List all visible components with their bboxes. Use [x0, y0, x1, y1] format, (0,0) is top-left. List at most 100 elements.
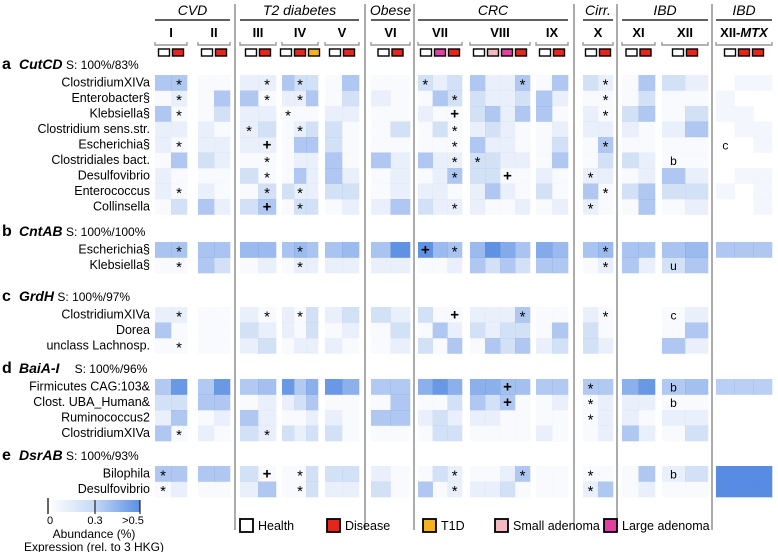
heat-cell: [171, 379, 188, 395]
heat-cell: [598, 481, 614, 498]
heat-cell: [171, 168, 188, 184]
heat-cell: [171, 257, 188, 274]
heat-cell: [240, 75, 259, 91]
gene-name: GrdH: [19, 288, 55, 304]
heat-cell: [638, 75, 656, 91]
heat-cell: [470, 242, 486, 258]
heat-cell: [536, 394, 553, 411]
significance-star: *: [603, 77, 609, 94]
panel-letter: e: [2, 447, 11, 464]
heat-cell: [390, 90, 411, 107]
heat-cell: [155, 425, 172, 442]
heat-cell: [155, 394, 172, 411]
heat-cell: [552, 106, 569, 122]
condition-square-disease: [751, 48, 765, 57]
heat-cell: [734, 106, 754, 122]
heat-cell: [638, 466, 656, 482]
heat-cell: [662, 379, 686, 395]
heat-cell: [447, 152, 463, 169]
heat-cell: [500, 481, 516, 498]
heat-cell: [418, 466, 433, 482]
heat-cell: [447, 168, 463, 184]
heat-cell: [638, 90, 656, 107]
heat-cell: [685, 106, 709, 122]
panel-letter: c: [2, 288, 11, 305]
heat-cell: [716, 466, 735, 482]
study-bracket: [370, 42, 411, 46]
significance-star: *: [452, 468, 458, 485]
significance-star: *: [588, 468, 594, 485]
significance-plus: +: [503, 168, 512, 185]
heat-cell: [583, 379, 599, 395]
heat-cell: [342, 466, 360, 482]
heat-cell: [536, 338, 553, 354]
heat-cell: [282, 379, 295, 395]
heat-cell: [583, 199, 599, 215]
condition-square-large_adenoma: [500, 48, 514, 57]
heat-cell: [198, 394, 215, 411]
heat-cell: [598, 242, 614, 258]
taxon-label: ClostridiumXIVa: [61, 308, 150, 322]
heat-cell: [536, 425, 553, 442]
specificity-score: S: 100%/100%: [66, 225, 146, 239]
heat-cell: [598, 121, 614, 138]
heat-cell: [294, 410, 307, 426]
heat-cell: [662, 322, 686, 339]
taxon-label: Desulfovibrio: [78, 169, 150, 183]
heat-cell: [171, 242, 188, 258]
heat-cell: [515, 199, 531, 215]
heat-cell: [662, 242, 686, 258]
heat-cell: [662, 183, 686, 200]
significance-star: *: [264, 427, 270, 444]
heat-cell: [342, 322, 360, 339]
heat-cell: [258, 137, 277, 153]
heat-cell: [622, 410, 639, 426]
heat-cell: [306, 481, 319, 498]
heat-cell: [515, 481, 531, 498]
heat-cell: [662, 168, 686, 184]
heat-cell: [500, 242, 516, 258]
heat-cell: [598, 137, 614, 153]
heat-cell: [240, 257, 259, 274]
heat-cell: [662, 106, 686, 122]
study-bracket: [535, 42, 569, 46]
heat-cell: [552, 307, 569, 323]
heat-cell: [214, 410, 231, 426]
heat-cell: [432, 152, 448, 169]
heat-cell: [258, 425, 277, 442]
heat-cell: [500, 322, 516, 339]
heat-cell: [552, 379, 569, 395]
condition-square-health: [625, 48, 638, 57]
study-bracket: [661, 42, 709, 46]
heat-cell: [432, 481, 448, 498]
heat-cell: [447, 322, 463, 339]
study-label: VII: [432, 25, 448, 40]
heat-cell: [685, 394, 709, 411]
heat-cell: [552, 75, 569, 91]
gene-name: BaiA-I: [19, 360, 61, 376]
heat-cell: [306, 75, 319, 91]
heat-cell: [306, 242, 319, 258]
condition-square-disease: [171, 48, 185, 57]
heat-cell: [734, 168, 754, 184]
heat-cell: [258, 322, 277, 339]
heat-cell: [598, 466, 614, 482]
heat-cell: [325, 75, 343, 91]
study-bracket: [324, 42, 360, 46]
heat-cell: [662, 152, 686, 169]
heat-cell: [282, 338, 295, 354]
heat-cell: [325, 322, 343, 339]
colorbar-tick-label: 0: [47, 515, 53, 527]
heat-cell: [583, 121, 599, 138]
heat-cell: [171, 75, 188, 91]
heat-cell: [240, 338, 259, 354]
heat-cell: [198, 307, 215, 323]
condition-square-health: [157, 48, 171, 57]
heat-cell: [371, 75, 391, 91]
heat-cell: [552, 183, 569, 200]
heat-cell: [515, 121, 531, 138]
heat-cell: [171, 481, 188, 498]
significance-star: *: [603, 185, 609, 202]
legend-label: Disease: [345, 519, 390, 533]
heat-cell: [390, 410, 411, 426]
